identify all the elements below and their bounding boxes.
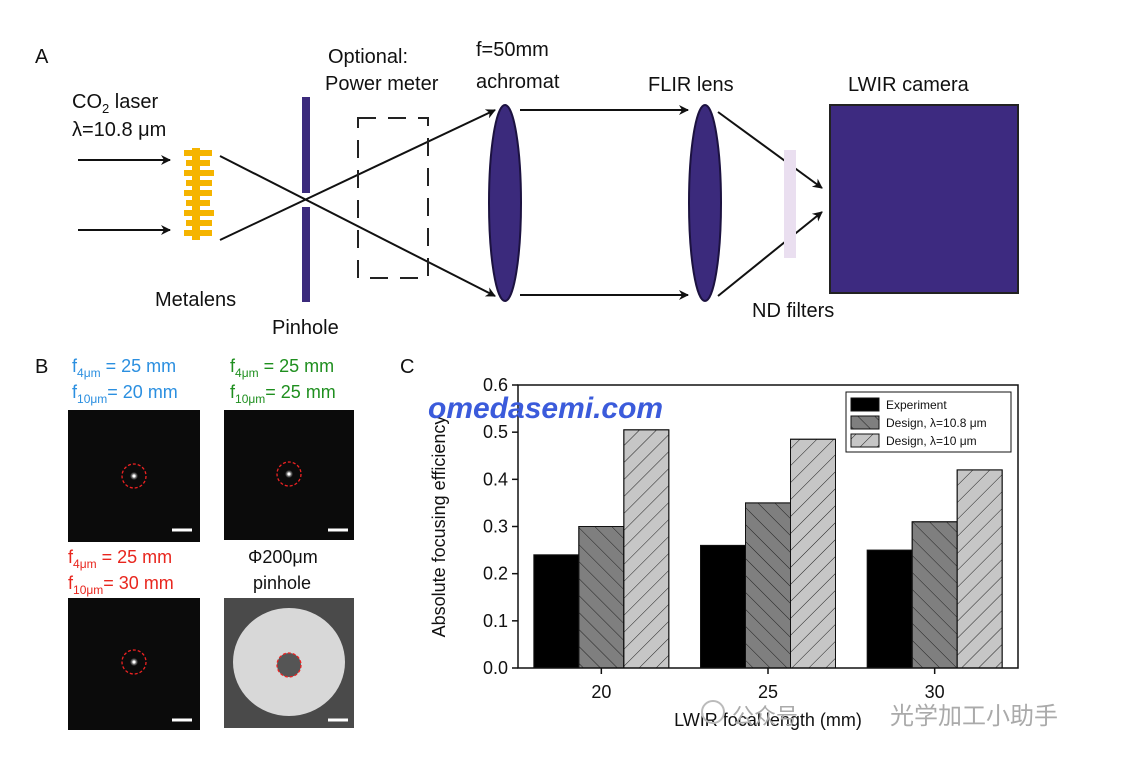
- x-tick-label: 25: [758, 682, 778, 702]
- y-tick-label: 0.1: [483, 611, 508, 631]
- legend-swatch-hatch: [850, 433, 880, 448]
- legend-swatch-hatch: [850, 415, 880, 430]
- subscript: 10μm: [235, 392, 265, 406]
- bar: [533, 554, 580, 669]
- camera: [829, 104, 1019, 294]
- metalens: [184, 148, 214, 240]
- y-tick-label: 0.3: [483, 517, 508, 537]
- text: f: [68, 547, 74, 567]
- image-label: f10μm= 20 mm: [72, 382, 178, 406]
- flir-label: FLIR lens: [648, 74, 734, 96]
- text: = 20 mm: [107, 382, 178, 402]
- pinhole-image: [224, 598, 354, 728]
- text: laser: [109, 91, 158, 113]
- subscript: 4μm: [235, 366, 259, 380]
- nd-label: ND filters: [752, 300, 834, 322]
- y-tick-label: 0.6: [483, 375, 508, 395]
- legend-label: Design, λ=10.8 μm: [886, 416, 987, 430]
- y-axis-label: Absolute focusing efficiency: [429, 416, 449, 638]
- chart: 0.0 0.1 0.2 0.3 0.4 0.5 0.6 20 25 30 LWIR focal le…: [429, 375, 1019, 730]
- subscript: 4μm: [73, 557, 97, 571]
- text: f: [68, 573, 74, 593]
- watermark: 光学加工小助手: [890, 703, 1058, 730]
- plot-frame: [517, 384, 1019, 669]
- bar-hatch: [578, 526, 625, 669]
- watermark: omedasemi.com: [428, 392, 663, 425]
- bar: [866, 549, 913, 669]
- panel-label: C: [400, 356, 414, 378]
- y-tick-label: 0.2: [483, 564, 508, 584]
- image-label: f10μm= 25 mm: [230, 382, 336, 406]
- achromat-label: f=50mm: [476, 39, 549, 61]
- nd-filter: [784, 150, 796, 258]
- y-tick-label: 0.5: [483, 422, 508, 442]
- legend-label: Design, λ=10 μm: [886, 434, 977, 448]
- text: = 30 mm: [103, 573, 174, 593]
- bar-hatch: [790, 438, 836, 669]
- x-tick-label: 20: [591, 682, 611, 702]
- beam-image: [68, 410, 200, 542]
- panel-a: A CO2 laser λ=10.8 μm Metalens Pinhole O…: [35, 39, 1019, 339]
- image-label: pinhole: [253, 573, 311, 593]
- laser-label: CO2 laser: [72, 91, 158, 116]
- achromat-lens: [488, 104, 522, 302]
- ray: [717, 211, 823, 297]
- text: CO: [72, 91, 102, 113]
- panel-label: A: [35, 46, 49, 68]
- x-tick-label: 30: [925, 682, 945, 702]
- bar-hatch: [956, 469, 1003, 669]
- bar: [700, 544, 746, 669]
- subscript: 4μm: [77, 366, 101, 380]
- legend-label: Experiment: [886, 398, 947, 412]
- power-meter-label: Power meter: [325, 73, 439, 95]
- beam-image: [68, 598, 200, 730]
- subscript: 10μm: [77, 392, 107, 406]
- image-label: f4μm = 25 mm: [230, 356, 334, 380]
- image-label: f4μm = 25 mm: [68, 547, 172, 571]
- text: f: [230, 356, 236, 376]
- watermark: 公众号: [732, 704, 798, 729]
- text: = 25 mm: [97, 547, 173, 567]
- ray: [219, 155, 496, 297]
- achromat-label: achromat: [476, 71, 560, 93]
- bar-hatch: [911, 521, 958, 669]
- pinhole-label: Pinhole: [272, 317, 339, 339]
- text: = 25 mm: [265, 382, 336, 402]
- beam-image: [224, 410, 354, 540]
- subscript: 10μm: [73, 583, 103, 597]
- power-meter-label: Optional:: [328, 46, 408, 68]
- y-tick-label: 0.0: [483, 658, 508, 678]
- text: = 25 mm: [259, 356, 335, 376]
- bar-hatch: [745, 502, 791, 669]
- flir-lens: [688, 104, 722, 302]
- panel-label: B: [35, 356, 48, 378]
- subscript: 2: [102, 101, 109, 116]
- pinhole: [302, 97, 310, 193]
- image-label: f10μm= 30 mm: [68, 573, 174, 597]
- bar-hatch: [623, 429, 670, 669]
- text: = 25 mm: [101, 356, 177, 376]
- x-axis-label: LWIR focal length (mm): [674, 710, 862, 730]
- text: f: [230, 382, 236, 402]
- image-label: f4μm = 25 mm: [72, 356, 176, 380]
- wavelength-label: λ=10.8 μm: [72, 119, 166, 141]
- watermark-icon: [701, 700, 725, 724]
- text: f: [72, 382, 78, 402]
- image-label: Φ200μm: [248, 547, 318, 567]
- ray: [717, 111, 823, 189]
- pinhole: [302, 207, 310, 302]
- metalens-label: Metalens: [155, 289, 236, 311]
- power-meter-box: [357, 117, 429, 279]
- camera-label: LWIR camera: [848, 74, 970, 96]
- text: f: [72, 356, 78, 376]
- legend-swatch: [850, 397, 880, 412]
- y-tick-label: 0.4: [483, 469, 508, 489]
